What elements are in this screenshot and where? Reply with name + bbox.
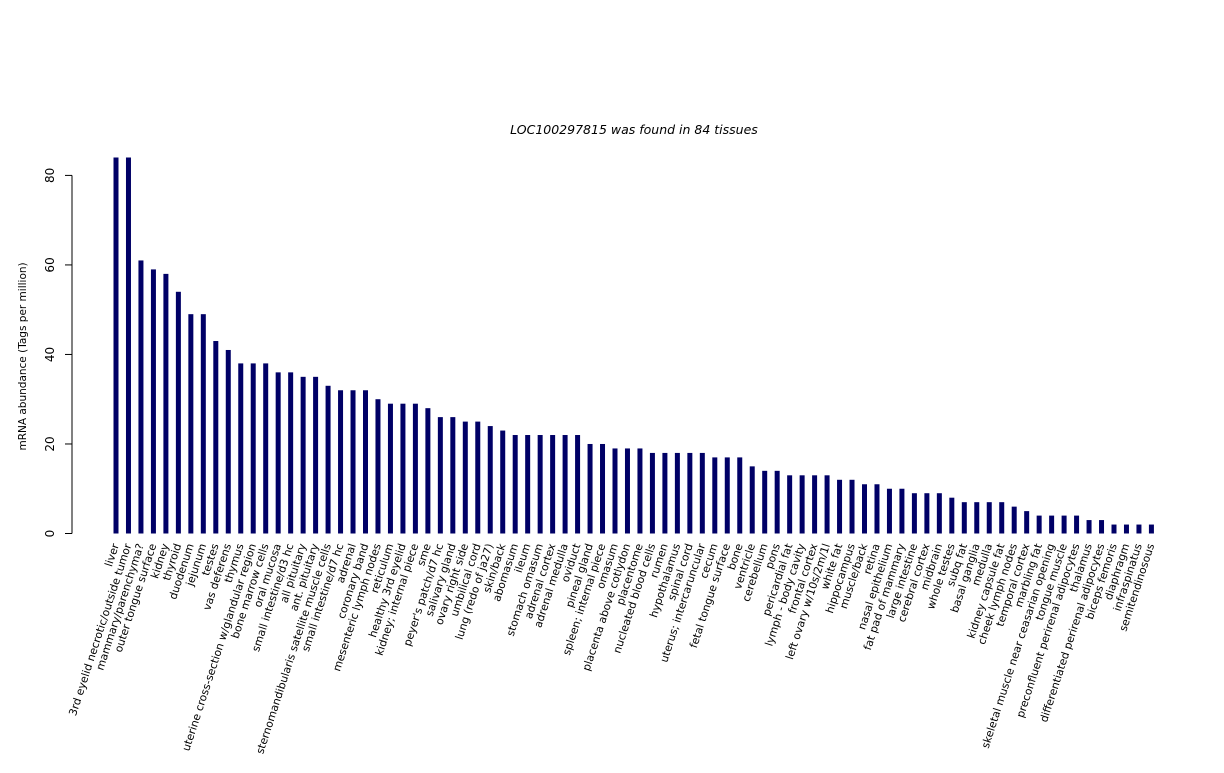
bar <box>575 435 581 534</box>
bars-group <box>113 157 1154 534</box>
y-tick-label: 0 <box>43 530 57 538</box>
bar <box>537 435 543 534</box>
bar <box>338 390 344 534</box>
bar <box>363 390 368 534</box>
bar <box>475 421 481 534</box>
bar <box>974 502 980 534</box>
bar <box>150 269 156 534</box>
bar <box>350 390 356 534</box>
bar <box>724 457 730 534</box>
bar <box>886 488 892 534</box>
bar <box>525 435 531 534</box>
bar <box>774 470 780 534</box>
bar <box>849 479 855 534</box>
bar <box>1123 524 1129 534</box>
y-tick-label: 40 <box>43 347 57 362</box>
bar <box>500 430 506 534</box>
bar <box>325 385 331 534</box>
bar <box>936 493 942 534</box>
bar <box>1136 524 1142 534</box>
bar <box>612 448 618 534</box>
bar <box>163 273 169 534</box>
bar <box>188 314 194 534</box>
bar <box>213 341 219 534</box>
bar <box>749 466 755 534</box>
bar <box>649 452 655 534</box>
bar <box>462 421 468 534</box>
bar <box>313 376 319 534</box>
bar <box>899 488 905 534</box>
bar <box>562 435 568 534</box>
bar <box>874 484 880 534</box>
bar <box>412 403 418 534</box>
bar <box>250 363 256 534</box>
bar <box>487 426 493 534</box>
bar <box>387 403 393 534</box>
bar <box>138 260 144 534</box>
bar <box>799 475 805 534</box>
bar <box>1049 515 1055 534</box>
bar <box>125 157 131 534</box>
y-tick-label: 80 <box>43 168 57 183</box>
bar <box>787 475 793 534</box>
y-tick-label: 60 <box>43 257 57 272</box>
bar <box>200 314 206 534</box>
bar <box>961 502 967 534</box>
bar <box>674 452 680 534</box>
bar <box>225 349 231 534</box>
bar <box>862 484 867 534</box>
bar <box>512 435 518 534</box>
bar <box>924 493 930 534</box>
bar <box>400 403 406 534</box>
bar <box>812 475 818 534</box>
bar <box>1011 506 1017 534</box>
bar <box>911 493 917 534</box>
bar <box>288 372 294 534</box>
bar <box>437 417 443 534</box>
bar <box>113 157 119 534</box>
bar <box>587 443 593 534</box>
bar <box>687 452 693 534</box>
bar <box>425 408 431 534</box>
bar <box>275 372 281 534</box>
bar <box>1111 524 1117 534</box>
bar <box>1036 515 1042 534</box>
bar <box>300 376 306 534</box>
y-axis-label: mRNA abundance (Tags per million) <box>17 262 29 450</box>
bar <box>1061 515 1067 534</box>
bar <box>986 502 992 534</box>
bar <box>1148 524 1154 534</box>
bar <box>600 443 606 534</box>
bar <box>1099 520 1105 534</box>
bar <box>624 448 630 534</box>
bar <box>550 435 556 534</box>
bar <box>450 417 456 534</box>
bar <box>263 363 269 534</box>
bar <box>662 452 668 534</box>
bar <box>1074 515 1080 534</box>
bar <box>1086 520 1092 534</box>
bar <box>837 479 843 534</box>
bar <box>175 291 181 534</box>
y-tick-label: 20 <box>43 436 57 451</box>
bar <box>999 502 1005 534</box>
bar <box>949 497 955 534</box>
bar <box>637 448 643 534</box>
bar <box>824 475 830 534</box>
bar <box>762 470 768 534</box>
bar <box>712 457 718 534</box>
bar <box>1024 511 1030 534</box>
bar <box>737 457 743 534</box>
bar <box>375 399 381 534</box>
y-axis: 0 20 40 60 80 <box>43 168 73 538</box>
chart-title: LOC100297815 was found in 84 tissues <box>510 122 758 137</box>
bar <box>238 363 244 534</box>
bar <box>699 452 705 534</box>
